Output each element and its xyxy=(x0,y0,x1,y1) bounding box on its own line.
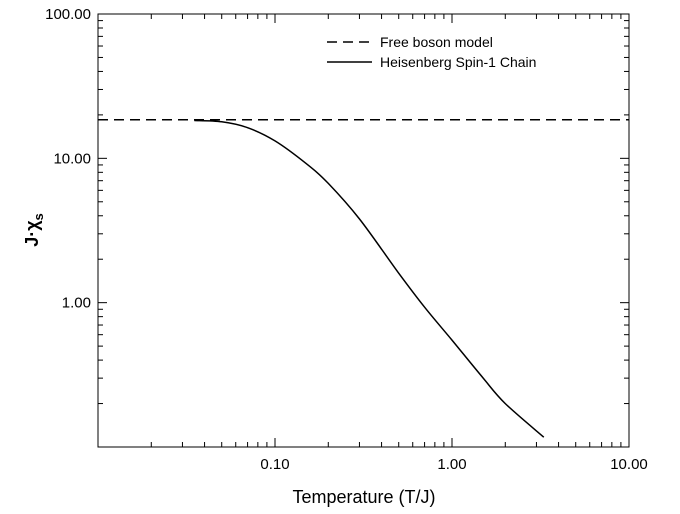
y-tick-label: 100.00 xyxy=(45,6,91,23)
series-layer xyxy=(98,119,629,438)
x-tick-label: 0.10 xyxy=(260,456,289,473)
x-tick-label: 10.00 xyxy=(610,456,648,473)
y-axis-label-main: J·χ xyxy=(22,220,42,247)
series-heisenberg-line xyxy=(194,119,545,438)
tick-labels: 0.10 1.00 10.00 1.00 10.00 100.00 xyxy=(45,6,648,473)
y-tick-label: 10.00 xyxy=(53,150,91,167)
x-tick-label: 1.00 xyxy=(437,456,466,473)
legend: Free boson model Heisenberg Spin-1 Chain xyxy=(327,34,536,70)
legend-label-heisenberg: Heisenberg Spin-1 Chain xyxy=(380,54,536,70)
y-axis-label-sub: s xyxy=(31,213,46,220)
plot-frame xyxy=(97,13,630,448)
x-axis-label: Temperature (T/J) xyxy=(292,487,435,507)
tick-marks xyxy=(97,14,629,448)
y-tick-label: 1.00 xyxy=(62,295,91,312)
y-axis-label: J·χs xyxy=(22,213,46,247)
legend-label-free-boson: Free boson model xyxy=(380,34,493,50)
